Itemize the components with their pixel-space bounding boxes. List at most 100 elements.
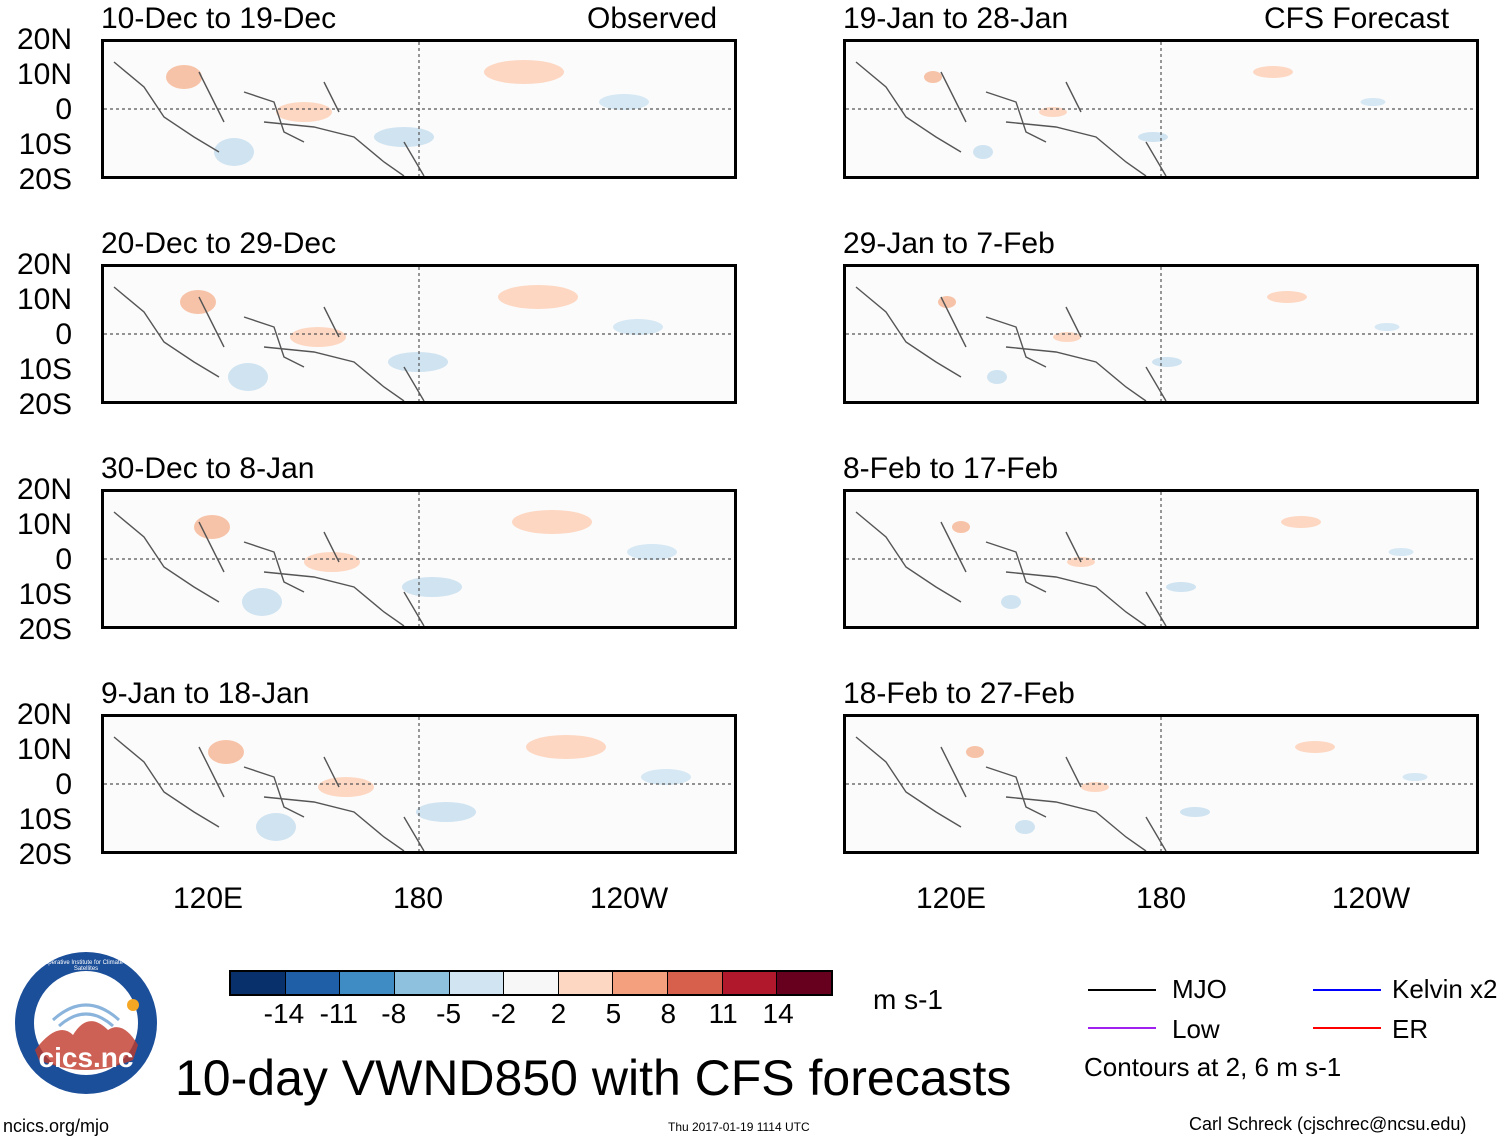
anomaly-shading (484, 60, 564, 84)
map-panel (843, 39, 1479, 179)
anomaly-shading (228, 363, 268, 391)
colorbar-tick: -14 (263, 998, 305, 1029)
colorbar-tick: -5 (436, 998, 462, 1029)
colorbar-cell (231, 972, 286, 994)
anomaly-shading (402, 577, 462, 597)
anomaly-shading (526, 735, 606, 759)
map-svg (104, 717, 734, 851)
anomaly-shading (1281, 516, 1321, 528)
anomaly-shading (924, 71, 942, 83)
coastline (855, 511, 1167, 626)
map-svg (846, 267, 1476, 401)
anomaly-shading (166, 65, 202, 89)
map-svg (846, 42, 1476, 176)
lon-label: 180 (1135, 882, 1187, 915)
anomaly-shading (304, 552, 360, 572)
coastline (113, 736, 425, 851)
lat-label: 10N (16, 508, 72, 541)
anomaly-shading (1295, 741, 1335, 753)
legend-kelvin-line (1313, 989, 1381, 991)
anomaly-shading (374, 127, 434, 147)
anomaly-shading (1253, 66, 1293, 78)
panel-title: 10-Dec to 19-Dec (101, 2, 337, 35)
colorbar-cell (613, 972, 669, 994)
lat-label: 10S (18, 803, 72, 836)
colorbar-tick: -2 (491, 998, 516, 1029)
colorbar-tick: 11 (708, 998, 738, 1029)
panel-title: 29-Jan to 7-Feb (843, 227, 1055, 260)
footer-timestamp: Thu 2017-01-19 1114 UTC (668, 1120, 810, 1134)
lat-label: 10S (18, 578, 72, 611)
anomaly-shading (208, 740, 244, 764)
lat-label: 20N (16, 473, 72, 506)
lon-label: 120W (589, 882, 669, 915)
colorbar-cell (558, 972, 614, 994)
lat-label: 0 (55, 543, 72, 576)
lat-label: 20N (16, 23, 72, 56)
anomaly-shading (1166, 582, 1196, 592)
legend-low-line (1088, 1027, 1156, 1029)
anomaly-shading (290, 327, 346, 347)
panel-title: 30-Dec to 8-Jan (101, 452, 315, 485)
colorbar (229, 970, 833, 996)
anomaly-shading (1267, 291, 1307, 303)
footer-url: ncics.org/mjo (3, 1116, 110, 1136)
map-svg (104, 42, 734, 176)
anomaly-shading (1402, 773, 1428, 781)
map-panel (101, 39, 737, 179)
legend-contour-note: Contours at 2, 6 m s-1 (1084, 1052, 1342, 1082)
anomaly-shading (242, 588, 282, 616)
colorbar-units: m s-1 (873, 984, 943, 1015)
panel-title: 8-Feb to 17-Feb (843, 452, 1059, 485)
lat-label: 10N (16, 58, 72, 91)
colorbar-tick: 8 (660, 998, 677, 1029)
anomaly-shading (987, 370, 1007, 384)
map-svg (846, 492, 1476, 626)
lat-label: 20S (18, 163, 72, 196)
anomaly-shading (952, 521, 970, 533)
colorbar-tick: -8 (381, 998, 407, 1029)
map-panel (101, 489, 737, 629)
panel-title: 9-Jan to 18-Jan (101, 677, 310, 710)
map-panel (101, 714, 737, 854)
legend-er-label: ER (1392, 1014, 1429, 1044)
lat-label: 10S (18, 128, 72, 161)
legend-low-label: Low (1172, 1014, 1220, 1044)
anomaly-shading (276, 102, 332, 122)
anomaly-shading (966, 746, 984, 758)
anomaly-shading (214, 138, 254, 166)
colorbar-cell (668, 972, 723, 994)
colorbar-tick: 5 (605, 998, 622, 1029)
anomaly-shading (1180, 807, 1210, 817)
lat-label: 20N (16, 698, 72, 731)
lon-label: 180 (392, 882, 444, 915)
map-svg (846, 717, 1476, 851)
anomaly-shading (1152, 357, 1182, 367)
coastline (855, 61, 1167, 176)
anomaly-shading (1001, 595, 1021, 609)
legend-mjo-label: MJO (1172, 974, 1227, 1004)
lon-label: 120W (1331, 882, 1411, 915)
colorbar-cell (285, 972, 341, 994)
map-panel (101, 264, 737, 404)
lat-label: 10N (16, 733, 72, 766)
anomaly-shading (498, 285, 578, 309)
colorbar-cell (777, 972, 832, 994)
logo-text: cics.nc (38, 1042, 134, 1073)
lon-label: 120E (172, 882, 244, 915)
panel-tag: CFS Forecast (1264, 2, 1450, 35)
colorbar-cell (340, 972, 395, 994)
map-panel (843, 264, 1479, 404)
anomaly-shading (318, 777, 374, 797)
lat-label: 20S (18, 613, 72, 646)
lat-label: 10S (18, 353, 72, 386)
anomaly-shading (512, 510, 592, 534)
legend-mjo-line (1088, 989, 1156, 991)
coastline (855, 286, 1167, 401)
lat-label: 0 (55, 768, 72, 801)
colorbar-cell (722, 972, 778, 994)
lat-label: 20S (18, 388, 72, 421)
coastline (113, 511, 425, 626)
anomaly-shading (599, 94, 649, 110)
colorbar-tick: 14 (762, 998, 794, 1029)
